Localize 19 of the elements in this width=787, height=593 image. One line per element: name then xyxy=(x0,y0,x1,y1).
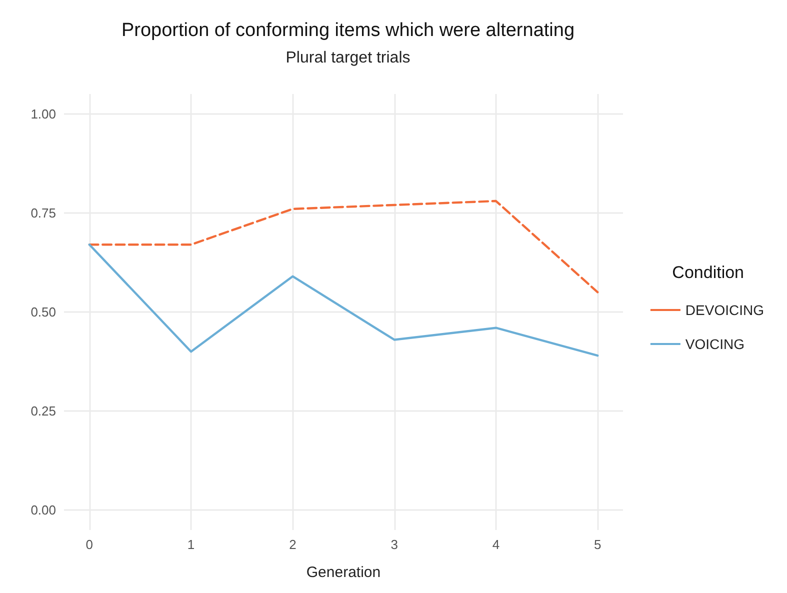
x-tick-label: 2 xyxy=(289,537,296,552)
y-tick-label: 0.50 xyxy=(30,304,56,320)
chart-title: Proportion of conforming items which were alternating xyxy=(121,20,575,41)
x-tick-label: 4 xyxy=(492,537,500,552)
y-tick-label: 1.00 xyxy=(30,106,56,122)
chart-subtitle: Plural target trials xyxy=(286,50,410,66)
line-series xyxy=(88,200,599,294)
x-tick-label: 5 xyxy=(594,537,602,552)
y-tick-label: 0.00 xyxy=(30,502,56,518)
line-series xyxy=(88,244,599,357)
legend-title: Condition xyxy=(672,263,744,282)
legend-label: DEVOICING xyxy=(685,302,764,318)
y-tick-label: 0.25 xyxy=(30,404,56,419)
y-tick-label: 0.75 xyxy=(30,205,56,220)
x-tick-label: 1 xyxy=(187,537,195,552)
x-tick-label: 3 xyxy=(390,537,398,552)
x-tick-label: 0 xyxy=(86,537,94,552)
legend-label: VOICING xyxy=(685,336,745,352)
x-axis-title: Generation xyxy=(306,564,381,581)
